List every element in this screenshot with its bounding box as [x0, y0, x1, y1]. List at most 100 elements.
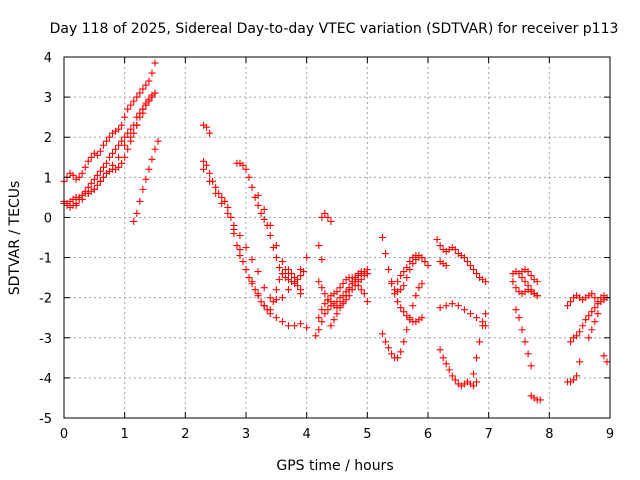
data-point — [136, 89, 144, 97]
data-point — [448, 372, 456, 380]
data-point — [591, 294, 599, 302]
series-track-8 — [200, 165, 311, 304]
data-point — [257, 298, 265, 306]
series-track-28 — [509, 278, 541, 300]
data-point — [567, 338, 575, 346]
data-point — [318, 306, 326, 314]
data-point — [570, 376, 578, 384]
data-point — [239, 161, 247, 169]
data-point — [588, 326, 596, 334]
data-point — [242, 165, 250, 173]
x-tick-label: 2 — [181, 427, 189, 442]
data-point — [212, 189, 220, 197]
y-tick-label: 1 — [44, 171, 52, 186]
data-point — [151, 89, 159, 97]
data-point — [433, 236, 441, 244]
data-point — [588, 308, 596, 316]
data-point — [394, 354, 402, 362]
series-track-34 — [564, 358, 584, 386]
data-point — [524, 350, 532, 358]
data-point — [466, 262, 474, 270]
data-point — [142, 81, 150, 89]
data-point — [297, 266, 305, 274]
data-point — [339, 280, 347, 288]
data-point — [130, 97, 138, 105]
data-point — [527, 272, 535, 280]
series-track-36 — [600, 352, 611, 366]
data-point — [579, 322, 587, 330]
data-point — [527, 362, 535, 370]
data-point — [102, 159, 110, 167]
data-point — [482, 278, 490, 286]
data-point — [388, 280, 396, 288]
data-point — [297, 286, 305, 294]
data-point — [106, 133, 113, 141]
data-point — [442, 302, 450, 310]
series-track-25 — [436, 258, 450, 270]
data-point — [351, 274, 359, 282]
data-point — [251, 286, 259, 294]
data-point — [93, 181, 101, 189]
data-point — [436, 346, 444, 354]
data-point — [69, 171, 77, 179]
data-point — [127, 133, 135, 141]
data-point — [242, 266, 250, 274]
data-point — [72, 201, 80, 209]
data-point — [470, 382, 477, 390]
data-point — [588, 290, 596, 298]
data-point — [254, 201, 262, 209]
data-point — [272, 296, 280, 304]
data-point — [139, 109, 147, 117]
data-point — [521, 278, 529, 286]
data-point — [388, 350, 396, 358]
chart-title: Day 118 of 2025, Sidereal Day-to-day VTE… — [50, 21, 619, 37]
data-point — [315, 314, 323, 322]
data-point — [451, 376, 459, 384]
data-point — [354, 282, 362, 290]
data-point — [333, 288, 341, 296]
data-point — [248, 256, 256, 264]
data-point — [445, 366, 453, 374]
data-point — [394, 278, 402, 286]
data-point — [145, 97, 153, 105]
data-point — [245, 274, 253, 282]
x-tick-label: 7 — [485, 427, 493, 442]
x-axis-label: GPS time / hours — [276, 458, 393, 474]
data-point — [321, 300, 329, 308]
data-point — [227, 213, 235, 221]
data-point — [212, 183, 220, 191]
series-track-32 — [564, 290, 611, 310]
data-point — [591, 318, 599, 326]
data-point — [400, 282, 408, 290]
data-point — [418, 314, 426, 322]
data-point — [603, 358, 611, 366]
data-point — [254, 268, 262, 276]
series-track-9 — [230, 225, 311, 332]
data-point — [142, 175, 150, 183]
data-point — [115, 163, 123, 171]
data-point — [224, 203, 232, 211]
data-point — [379, 234, 386, 241]
x-tick-label: 0 — [60, 427, 68, 442]
data-point — [291, 278, 299, 286]
data-point — [382, 250, 390, 258]
y-tick-label: 4 — [44, 51, 52, 66]
data-point — [260, 284, 268, 292]
data-point — [576, 328, 584, 336]
data-point — [518, 326, 526, 334]
data-point — [473, 378, 481, 386]
data-point — [230, 225, 238, 233]
y-tick-label: -4 — [39, 372, 52, 387]
y-tick-label: -1 — [39, 252, 52, 267]
data-point — [278, 258, 286, 266]
data-point — [236, 231, 244, 239]
data-point — [436, 304, 444, 312]
data-point — [315, 326, 323, 334]
series-track-4 — [72, 89, 159, 209]
data-point — [439, 354, 447, 362]
data-point — [148, 69, 156, 77]
data-point — [118, 159, 126, 167]
data-point — [397, 272, 405, 280]
data-point — [470, 370, 477, 378]
